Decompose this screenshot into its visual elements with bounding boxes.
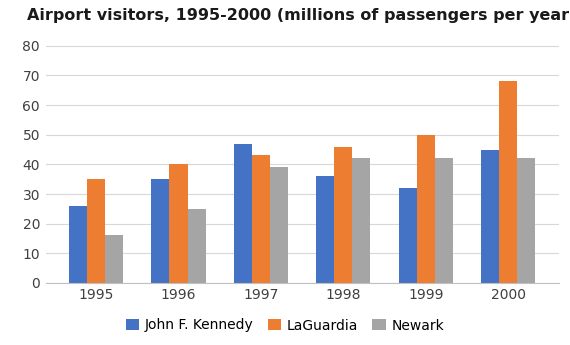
Bar <box>417 135 435 283</box>
Bar <box>352 158 370 283</box>
Bar <box>334 147 352 283</box>
Bar <box>169 164 188 283</box>
Bar <box>398 188 417 283</box>
Bar <box>499 81 517 283</box>
Bar <box>69 206 87 283</box>
Bar <box>234 144 252 283</box>
Bar <box>316 176 334 283</box>
Bar <box>435 158 453 283</box>
Bar <box>188 209 206 283</box>
Bar <box>270 167 288 283</box>
Bar <box>87 179 105 283</box>
Title: Airport visitors, 1995-2000 (millions of passengers per year): Airport visitors, 1995-2000 (millions of… <box>27 8 570 23</box>
Bar <box>517 158 535 283</box>
Bar <box>481 150 499 283</box>
Bar <box>105 236 123 283</box>
Bar <box>151 179 169 283</box>
Legend: John F. Kennedy, LaGuardia, Newark: John F. Kennedy, LaGuardia, Newark <box>120 313 450 338</box>
Bar <box>252 156 270 283</box>
